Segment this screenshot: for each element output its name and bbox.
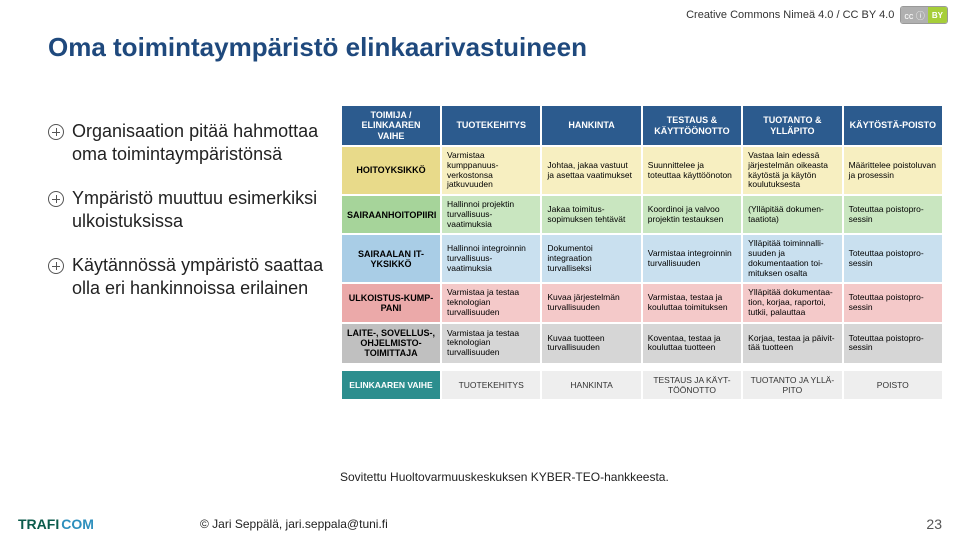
table-cell: Johtaa, jakaa vastuut ja asettaa vaatimu… <box>541 146 641 195</box>
cc-badge-icon: cc ⓘ BY <box>900 6 948 24</box>
table-cell: Dokumentoi integraation turvalliseksi <box>541 234 641 283</box>
bullet-list: Organisaation pitää hahmottaa oma toimin… <box>48 120 328 321</box>
table-cell: Määrittelee poistoluvan ja prosessin <box>843 146 943 195</box>
table-row: HOITOYKSIKKÖVarmistaa kumppanuus-verkost… <box>341 146 943 195</box>
table-cell: Toteuttaa poistopro-sessin <box>843 283 943 322</box>
table-cell: Ylläpitää dokumentaa-tion, korjaa, rapor… <box>742 283 842 322</box>
table-cell: Toteuttaa poistopro-sessin <box>843 195 943 234</box>
list-item: Käytännössä ympäristö saattaa olla eri h… <box>48 254 328 299</box>
matrix-table: TOIMIJA / ELINKAAREN VAIHE TUOTEKEHITYS … <box>340 104 944 365</box>
table-cell: Hallinnoi integroinnin turvallisuus-vaat… <box>441 234 541 283</box>
table-cell: Toteuttaa poistopro-sessin <box>843 323 943 364</box>
table-cell: Korjaa, testaa ja päivit-tää tuotteen <box>742 323 842 364</box>
lifecycle-matrix: TOIMIJA / ELINKAAREN VAIHE TUOTEKEHITYS … <box>340 104 944 401</box>
license-text: Creative Commons Nimeä 4.0 / CC BY 4.0 <box>686 9 894 21</box>
table-row: LAITE-, SOVELLUS-, OHJELMISTO-TOIMITTAJA… <box>341 323 943 364</box>
plus-circle-icon <box>48 191 64 207</box>
page-title: Oma toimintaympäristö elinkaarivastuinee… <box>48 32 587 63</box>
stage-cell: POISTO <box>843 370 943 400</box>
table-row: ULKOISTUS-KUMP-PANIVarmistaa ja testaa t… <box>341 283 943 322</box>
table-cell: Suunnittelee ja toteuttaa käyttöönoton <box>642 146 742 195</box>
stage-cell: HANKINTA <box>541 370 641 400</box>
table-cell: Varmistaa ja testaa teknologian turvalli… <box>441 283 541 322</box>
plus-circle-icon <box>48 258 64 274</box>
stage-row-table: ELINKAAREN VAIHE TUOTEKEHITYS HANKINTA T… <box>340 369 944 401</box>
row-header: SAIRAANHOITOPIIRI <box>341 195 441 234</box>
row-header: LAITE-, SOVELLUS-, OHJELMISTO-TOIMITTAJA <box>341 323 441 364</box>
stage-row: ELINKAAREN VAIHE TUOTEKEHITYS HANKINTA T… <box>341 370 943 400</box>
table-cell: Hallinnoi projektin turvallisuus-vaatimu… <box>441 195 541 234</box>
stage-cell: TUOTEKEHITYS <box>441 370 541 400</box>
footer: TRAFICOM © Jari Seppälä, jari.seppala@tu… <box>0 516 960 532</box>
table-row: SAIRAALAN IT-YKSIKKÖHallinnoi integroinn… <box>341 234 943 283</box>
stage-lead: ELINKAAREN VAIHE <box>341 370 441 400</box>
stage-cell: TUOTANTO JA YLLÄ-PITO <box>742 370 842 400</box>
row-header: HOITOYKSIKKÖ <box>341 146 441 195</box>
table-cell: Varmistaa kumppanuus-verkostonsa jatkuvu… <box>441 146 541 195</box>
table-cell: Koordinoi ja valvoo projektin testauksen <box>642 195 742 234</box>
copyright-text: © Jari Seppälä, jari.seppala@tuni.fi <box>200 517 388 531</box>
table-cell: Varmistaa, testaa ja kouluttaa toimituks… <box>642 283 742 322</box>
table-cell: Kuvaa tuotteen turvallisuuden <box>541 323 641 364</box>
col-header: KÄYTÖSTÄ-POISTO <box>843 105 943 146</box>
table-header-row: TOIMIJA / ELINKAAREN VAIHE TUOTEKEHITYS … <box>341 105 943 146</box>
table-cell: (Ylläpitää dokumen-taatiota) <box>742 195 842 234</box>
traficom-logo: TRAFICOM <box>18 516 94 532</box>
list-item: Ympäristö muuttuu esimerkiksi ulkoistuks… <box>48 187 328 232</box>
table-cell: Koventaa, testaa ja kouluttaa tuotteen <box>642 323 742 364</box>
bullet-text: Ympäristö muuttuu esimerkiksi ulkoistuks… <box>72 187 328 232</box>
table-row: SAIRAANHOITOPIIRIHallinnoi projektin tur… <box>341 195 943 234</box>
bullet-text: Käytännössä ympäristö saattaa olla eri h… <box>72 254 328 299</box>
row-header: SAIRAALAN IT-YKSIKKÖ <box>341 234 441 283</box>
row-header: ULKOISTUS-KUMP-PANI <box>341 283 441 322</box>
col-header: HANKINTA <box>541 105 641 146</box>
plus-circle-icon <box>48 124 64 140</box>
table-cell: Toteuttaa poistopro-sessin <box>843 234 943 283</box>
table-cell: Varmistaa integroinnin turvallisuuden <box>642 234 742 283</box>
col-header: TOIMIJA / ELINKAAREN VAIHE <box>341 105 441 146</box>
matrix-caption: Sovitettu Huoltovarmuuskeskuksen KYBER-T… <box>340 470 669 484</box>
table-cell: Varmistaa ja testaa teknologian turvalli… <box>441 323 541 364</box>
table-cell: Ylläpitää toiminnalli-suuden ja dokument… <box>742 234 842 283</box>
license-line: Creative Commons Nimeä 4.0 / CC BY 4.0 c… <box>686 6 948 24</box>
stage-cell: TESTAUS JA KÄYT-TÖÖNOTTO <box>642 370 742 400</box>
table-cell: Jakaa toimitus-sopimuksen tehtävät <box>541 195 641 234</box>
table-cell: Vastaa lain edessä järjestelmän oikeasta… <box>742 146 842 195</box>
page-number: 23 <box>926 516 942 532</box>
bullet-text: Organisaation pitää hahmottaa oma toimin… <box>72 120 328 165</box>
list-item: Organisaation pitää hahmottaa oma toimin… <box>48 120 328 165</box>
col-header: TUOTEKEHITYS <box>441 105 541 146</box>
col-header: TUOTANTO & YLLÄPITO <box>742 105 842 146</box>
col-header: TESTAUS & KÄYTTÖÖNOTTO <box>642 105 742 146</box>
table-cell: Kuvaa järjestelmän turvallisuuden <box>541 283 641 322</box>
